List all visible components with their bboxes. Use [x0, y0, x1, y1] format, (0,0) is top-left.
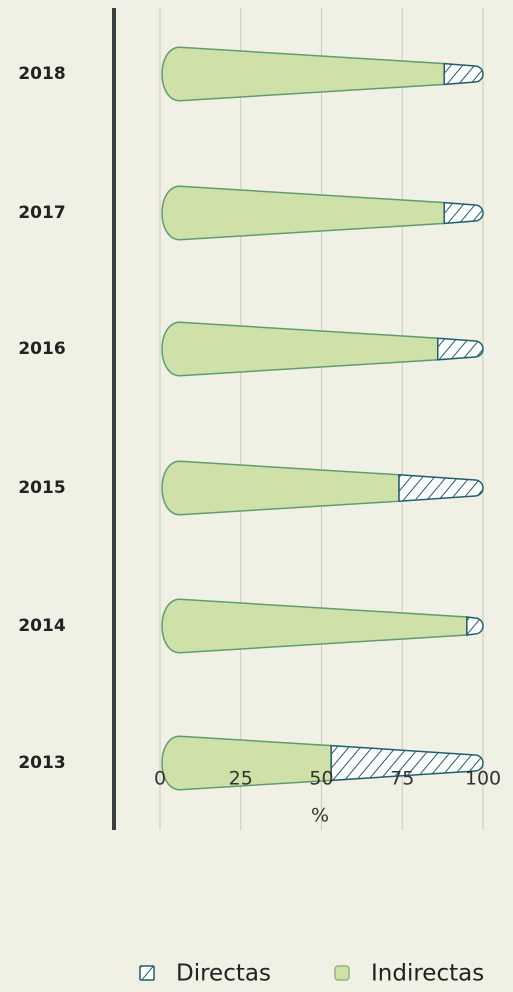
- bar-segment: [466, 616, 484, 636]
- category-label: 2017: [18, 203, 65, 223]
- x-axis-label: %: [311, 805, 329, 827]
- legend-label: Directas: [176, 961, 271, 987]
- bar-segment: [330, 744, 484, 782]
- bar-segment: [161, 460, 400, 516]
- x-tick-label: 100: [465, 768, 501, 790]
- x-tick-label: 0: [154, 768, 166, 790]
- bar-segment: [437, 337, 484, 361]
- category-label: 2016: [18, 339, 65, 359]
- bar-segment: [161, 735, 332, 791]
- bar-segment: [161, 46, 445, 102]
- legend-swatch: [139, 965, 155, 981]
- bar-segment: [398, 473, 484, 503]
- category-label: 2018: [18, 64, 65, 84]
- category-label: 2014: [18, 616, 65, 636]
- category-label: 2015: [18, 478, 65, 498]
- bar-segment: [161, 321, 439, 377]
- x-tick-label: 75: [390, 768, 414, 790]
- legend-label: Indirectas: [371, 961, 484, 987]
- x-tick-label: 50: [309, 768, 333, 790]
- bar-segment: [161, 185, 445, 241]
- category-label: 2013: [18, 753, 65, 773]
- bar-segment: [443, 62, 484, 86]
- x-tick-label: 25: [229, 768, 253, 790]
- bar-segment: [161, 598, 468, 654]
- bar-segment: [443, 201, 484, 225]
- legend-swatch: [334, 965, 350, 981]
